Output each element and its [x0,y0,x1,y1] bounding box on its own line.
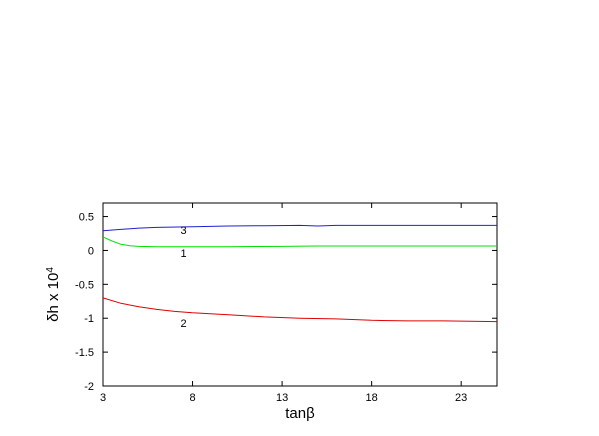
series-line-1 [102,236,497,248]
y-tick-label: -2 [84,381,94,393]
y-axis-label: δh x 104 [45,267,63,322]
y-tick-label: -1 [84,313,94,325]
y-tick-label: -0.5 [75,279,94,291]
series-line-2 [102,297,498,323]
y-axis: 0.5 0 -0.5 -1 -1.5 -2 [75,212,497,393]
x-tick-label: 3 [100,392,106,404]
curve-label: 1 [181,248,187,260]
x-tick-label: 13 [276,392,288,404]
y-axis-label-base: δh x 10 [45,273,62,322]
y-tick-label: 0.5 [79,212,94,224]
series-layer [102,224,498,323]
x-axis-label: tanβ [285,405,315,422]
curve-label: 3 [181,225,187,237]
plot-area [102,202,498,387]
series-line-3 [102,224,497,232]
curve-label: 2 [181,318,187,330]
svg-text:δh x 104: δh x 104 [45,267,63,322]
x-axis: 3 8 13 18 23 [100,203,467,404]
curve-labels: 3 1 2 [181,225,187,330]
y-tick-label: 0 [88,245,94,257]
x-tick-label: 23 [455,392,467,404]
y-axis-label-exponent: 4 [45,267,56,273]
x-tick-label: 8 [189,392,195,404]
y-tick-label: -1.5 [75,347,94,359]
x-tick-label: 18 [366,392,378,404]
